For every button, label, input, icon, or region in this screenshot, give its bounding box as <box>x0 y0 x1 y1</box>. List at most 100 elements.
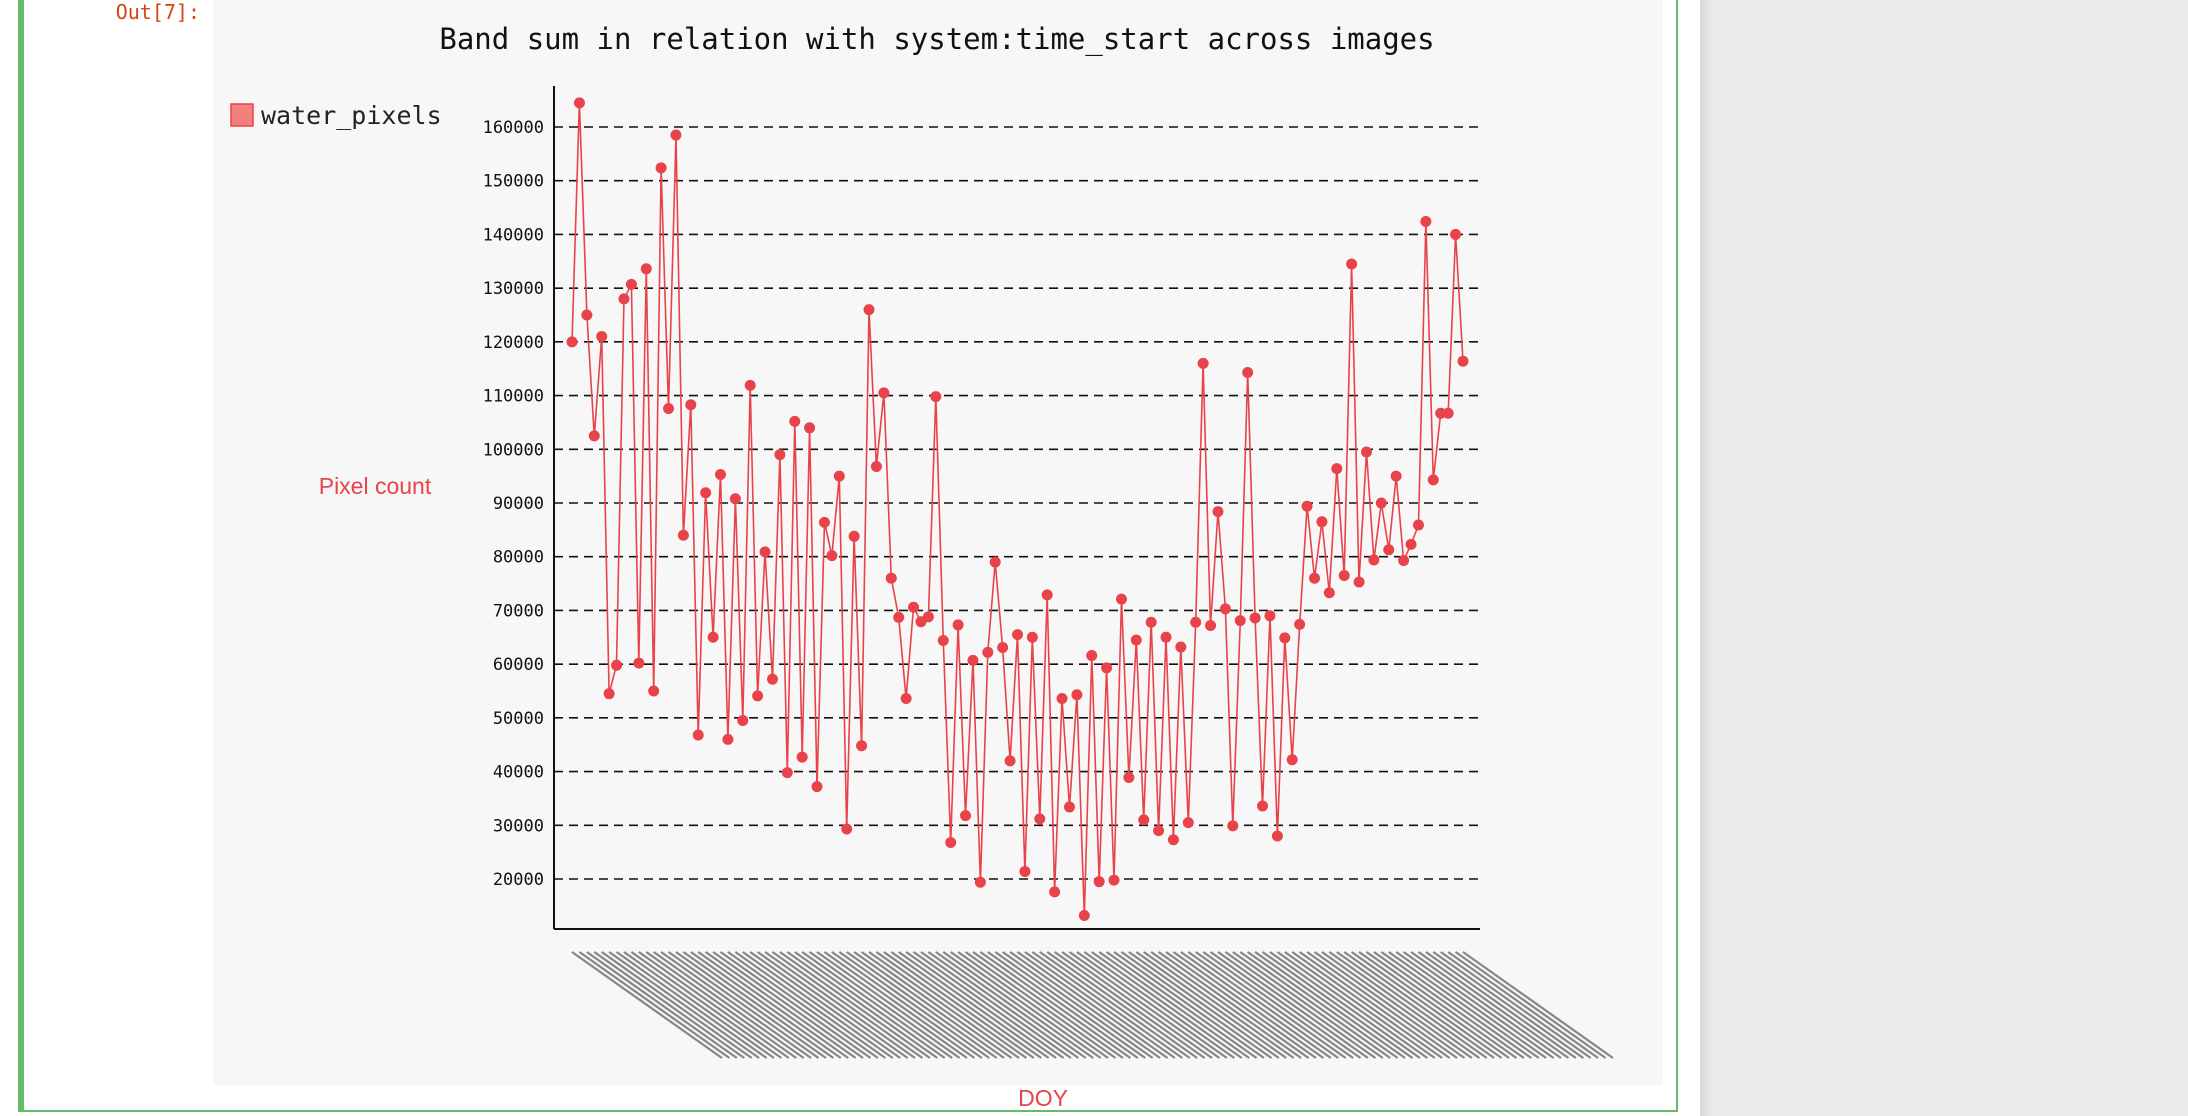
data-point[interactable] <box>1375 497 1387 509</box>
data-point[interactable] <box>655 162 667 174</box>
data-point[interactable] <box>1294 618 1306 630</box>
data-point[interactable] <box>729 493 741 505</box>
data-point[interactable] <box>1442 407 1454 419</box>
data-point[interactable] <box>752 690 764 702</box>
data-point[interactable] <box>1049 886 1061 898</box>
data-point[interactable] <box>1398 554 1410 566</box>
data-point[interactable] <box>922 611 934 623</box>
data-point[interactable] <box>841 823 853 835</box>
data-point[interactable] <box>1086 650 1098 662</box>
data-point[interactable] <box>774 449 786 461</box>
data-point[interactable] <box>1145 616 1157 628</box>
data-point[interactable] <box>715 469 726 481</box>
data-point[interactable] <box>611 659 623 671</box>
data-point[interactable] <box>1153 825 1165 837</box>
data-point[interactable] <box>707 631 719 643</box>
data-point[interactable] <box>1390 470 1402 482</box>
data-point[interactable] <box>625 278 637 290</box>
data-point[interactable] <box>878 387 890 399</box>
data-point[interactable] <box>885 572 897 584</box>
data-point[interactable] <box>1316 516 1328 528</box>
data-point[interactable] <box>804 422 816 434</box>
data-point[interactable] <box>826 550 838 562</box>
data-point[interactable] <box>1019 865 1031 877</box>
data-point[interactable] <box>1420 216 1432 228</box>
data-point[interactable] <box>1412 519 1424 531</box>
data-point[interactable] <box>1279 632 1291 644</box>
data-point[interactable] <box>1249 612 1261 624</box>
data-point[interactable] <box>781 767 793 779</box>
data-point[interactable] <box>945 836 957 848</box>
data-point[interactable] <box>677 529 689 541</box>
data-point[interactable] <box>1338 570 1350 582</box>
data-point[interactable] <box>1101 662 1113 674</box>
data-point[interactable] <box>811 781 823 793</box>
data-point[interactable] <box>1115 593 1127 605</box>
data-point[interactable] <box>1301 500 1313 512</box>
data-point[interactable] <box>1457 355 1469 367</box>
data-point[interactable] <box>573 97 585 109</box>
data-point[interactable] <box>908 601 920 613</box>
data-point[interactable] <box>1257 800 1269 812</box>
data-point[interactable] <box>1242 366 1254 378</box>
data-point[interactable] <box>737 715 749 727</box>
data-point[interactable] <box>1405 538 1417 550</box>
data-point[interactable] <box>856 740 868 752</box>
data-point[interactable] <box>663 402 675 414</box>
data-point[interactable] <box>796 751 808 763</box>
data-point[interactable] <box>982 646 994 658</box>
data-point[interactable] <box>766 673 778 685</box>
data-point[interactable] <box>1353 576 1365 588</box>
data-point[interactable] <box>1331 463 1343 475</box>
data-point[interactable] <box>893 611 905 623</box>
data-point[interactable] <box>1034 813 1046 825</box>
data-point[interactable] <box>1227 820 1239 832</box>
data-point[interactable] <box>618 293 630 305</box>
data-point[interactable] <box>952 619 964 631</box>
data-point[interactable] <box>1197 357 1209 369</box>
data-point[interactable] <box>967 654 979 666</box>
output-cell[interactable] <box>18 0 1678 1112</box>
data-point[interactable] <box>789 415 801 427</box>
data-point[interactable] <box>640 263 652 275</box>
data-point[interactable] <box>1323 587 1335 599</box>
data-point[interactable] <box>1212 506 1224 518</box>
data-point[interactable] <box>1427 474 1439 486</box>
data-point[interactable] <box>1004 755 1016 767</box>
data-point[interactable] <box>1383 544 1395 556</box>
data-point[interactable] <box>1093 876 1105 888</box>
data-point[interactable] <box>1309 572 1320 584</box>
data-point[interactable] <box>997 641 1009 653</box>
data-point[interactable] <box>900 693 912 705</box>
data-point[interactable] <box>848 530 860 542</box>
data-point[interactable] <box>1205 619 1217 631</box>
data-point[interactable] <box>930 391 942 403</box>
data-point[interactable] <box>1123 771 1135 783</box>
data-point[interactable] <box>759 546 771 558</box>
data-point[interactable] <box>1234 615 1246 627</box>
data-point[interactable] <box>1360 446 1372 458</box>
data-point[interactable] <box>1056 693 1068 705</box>
data-point[interactable] <box>603 688 615 700</box>
data-point[interactable] <box>1264 610 1276 622</box>
data-point[interactable] <box>937 635 949 647</box>
data-point[interactable] <box>863 304 875 316</box>
data-point[interactable] <box>1368 554 1380 566</box>
data-point[interactable] <box>1026 631 1038 643</box>
data-point[interactable] <box>744 379 756 391</box>
data-point[interactable] <box>870 460 882 472</box>
data-point[interactable] <box>633 657 645 669</box>
data-point[interactable] <box>700 487 712 499</box>
data-point[interactable] <box>1078 910 1090 922</box>
data-point[interactable] <box>1175 641 1187 653</box>
data-point[interactable] <box>1160 631 1172 643</box>
data-point[interactable] <box>1130 634 1142 646</box>
data-point[interactable] <box>974 876 986 888</box>
data-point[interactable] <box>1012 629 1023 641</box>
data-point[interactable] <box>596 330 608 342</box>
data-point[interactable] <box>1063 801 1075 813</box>
data-point[interactable] <box>1182 817 1194 829</box>
data-point[interactable] <box>1041 589 1053 601</box>
data-point[interactable] <box>1108 874 1120 886</box>
data-point[interactable] <box>1219 603 1231 615</box>
